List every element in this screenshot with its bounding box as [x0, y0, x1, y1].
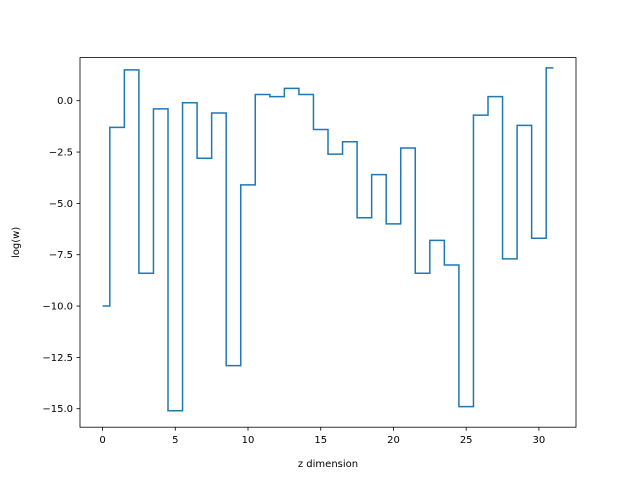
axes-frame [79, 57, 577, 428]
x-axis-label: z dimension [298, 459, 358, 470]
x-tick-label: 15 [314, 435, 327, 446]
data-point [290, 87, 293, 90]
x-tick-label: 5 [172, 435, 178, 446]
y-tick-label: 0.0 [57, 96, 73, 107]
x-tick-label: 0 [99, 435, 105, 446]
data-point [101, 305, 104, 308]
data-point [479, 114, 482, 117]
data-point [334, 153, 337, 156]
data-point [523, 124, 526, 127]
x-tick-label: 25 [460, 435, 473, 446]
data-point [276, 95, 279, 98]
data-point [508, 257, 511, 260]
y-tick-label: −15.0 [42, 404, 73, 415]
axis-ticks: 0 5 10 15 20 25 30 0.0 −2.5 −5.0 −7.5 −10.0 −12.5 −15… [42, 96, 545, 446]
data-point [130, 68, 133, 71]
data-point [174, 409, 177, 412]
data-point [392, 222, 395, 225]
y-tick-label: −5.0 [49, 199, 73, 210]
data-point [247, 183, 250, 186]
data-point [421, 272, 424, 275]
axes-spines [79, 57, 577, 428]
data-point [465, 405, 468, 408]
plot-area [80, 57, 576, 428]
data-point [261, 93, 264, 96]
y-axis-label: log(w) [11, 227, 22, 258]
data-point [537, 237, 540, 240]
y-tick-label: −10.0 [42, 302, 73, 313]
data-point [552, 66, 555, 69]
y-tick-label: −12.5 [42, 353, 73, 364]
y-tick-label: −7.5 [49, 250, 73, 261]
data-point [319, 128, 322, 131]
x-tick-label: 30 [533, 435, 546, 446]
data-point [348, 140, 351, 143]
data-point [159, 107, 162, 110]
y-tick-label: −2.5 [49, 148, 73, 159]
x-tick-label: 20 [387, 435, 400, 446]
data-point [377, 173, 380, 176]
data-point [116, 126, 119, 129]
data-point [494, 95, 497, 98]
data-point [217, 112, 220, 115]
data-point [188, 101, 191, 104]
data-point [363, 216, 366, 219]
data-point [145, 272, 148, 275]
data-point [436, 239, 439, 242]
data-point [203, 157, 206, 160]
x-tick-label: 10 [242, 435, 255, 446]
series-line [102, 67, 554, 412]
data-point [232, 364, 235, 367]
data-series [101, 66, 555, 412]
data-point [305, 93, 308, 96]
data-point [407, 146, 410, 149]
data-point [450, 263, 453, 266]
